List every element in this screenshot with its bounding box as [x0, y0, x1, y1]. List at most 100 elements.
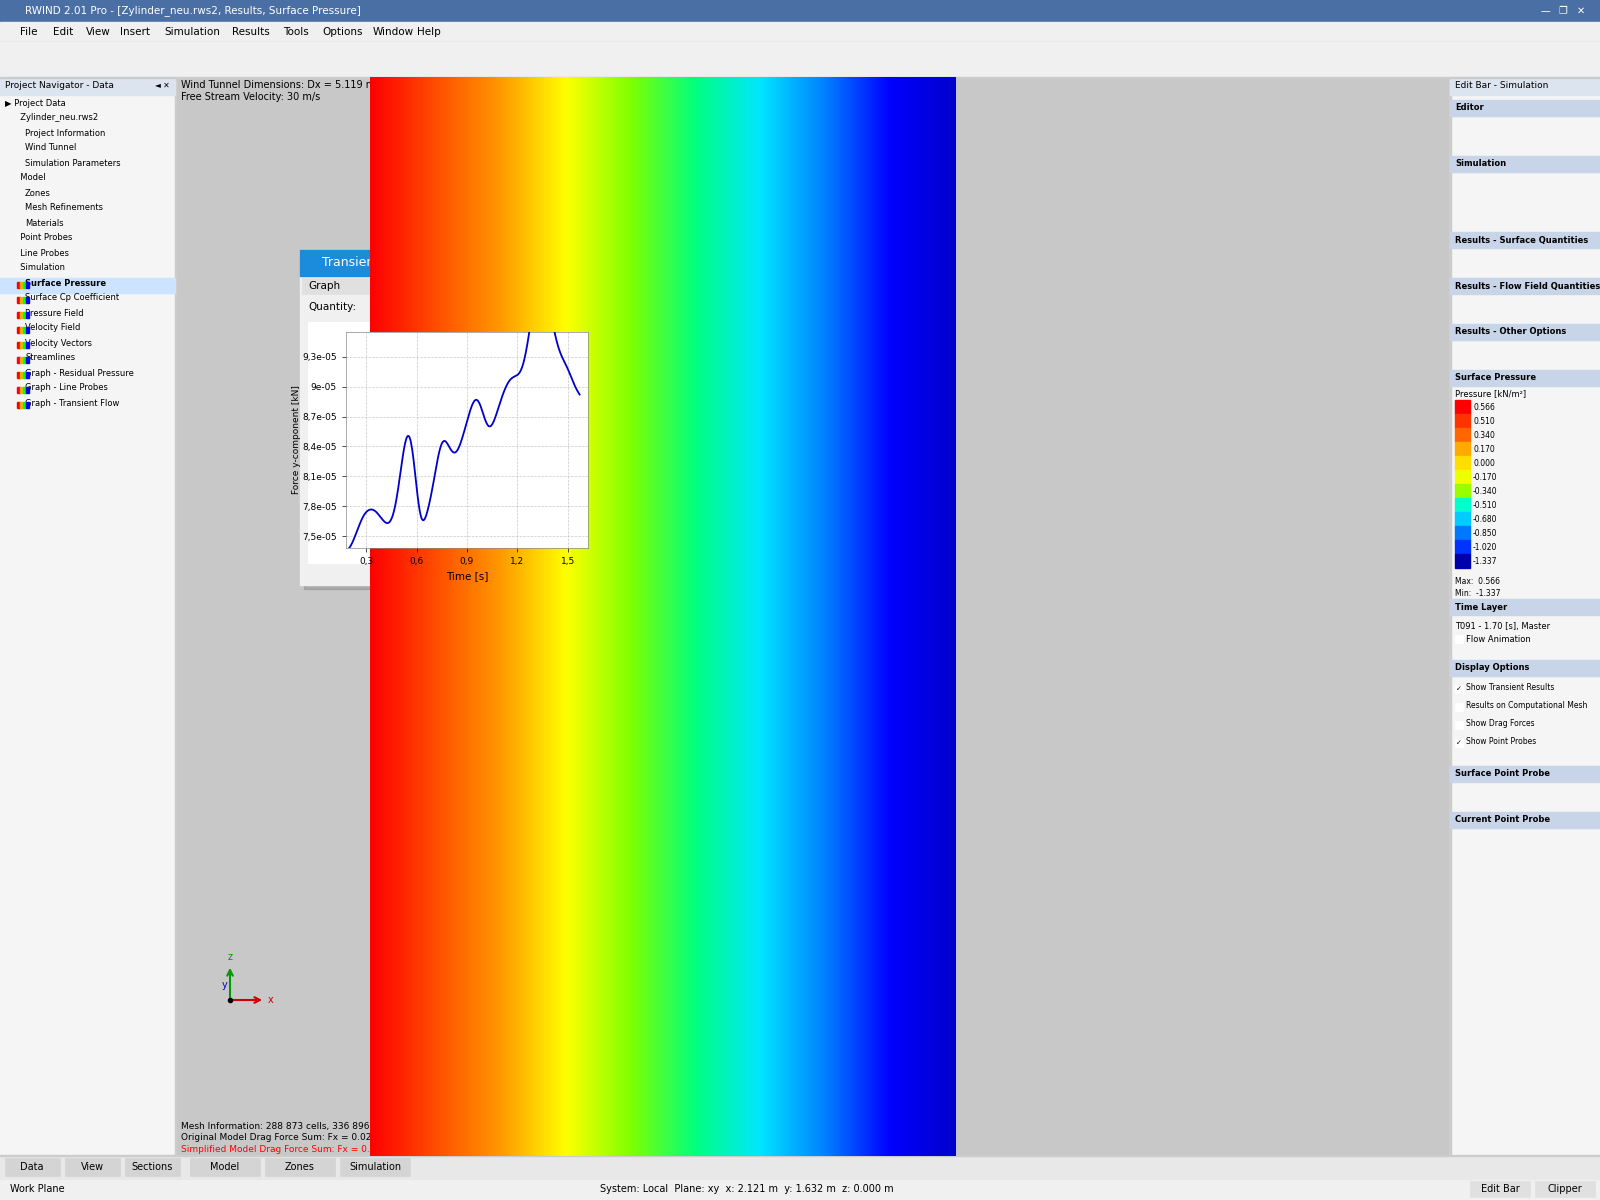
Text: Edit Bar - Simulation: Edit Bar - Simulation — [1454, 82, 1549, 90]
Bar — [5, 1158, 61, 1176]
Bar — [1450, 599, 1600, 614]
Text: Drag Forces: Drag Forces — [610, 301, 672, 311]
Bar — [1454, 703, 1462, 710]
Bar — [1450, 232, 1600, 248]
Bar — [301, 250, 800, 584]
Text: Zones: Zones — [26, 188, 51, 198]
Bar — [1450, 100, 1600, 116]
Bar — [1454, 635, 1462, 643]
Bar — [0, 77, 174, 95]
Text: Graph Type: Graph Type — [611, 281, 670, 290]
Text: Free Stream Velocity: 30 m/s: Free Stream Velocity: 30 m/s — [181, 92, 320, 102]
Text: -1.337: -1.337 — [1474, 557, 1498, 565]
Text: Model: Model — [14, 174, 46, 182]
Text: ✕: ✕ — [786, 258, 792, 268]
Text: ▶ Project Data: ▶ Project Data — [5, 98, 66, 108]
Bar — [18, 282, 19, 288]
Bar — [18, 402, 19, 408]
Text: Legend: Legend — [758, 368, 794, 378]
Bar — [782, 256, 797, 270]
Bar — [18, 358, 19, 362]
X-axis label: Time [s]: Time [s] — [446, 571, 488, 582]
Bar — [1450, 766, 1600, 782]
Text: Insert: Insert — [120, 26, 150, 37]
Text: Graph - Transient Flow: Graph - Transient Flow — [26, 398, 120, 408]
Text: Edit: Edit — [53, 26, 74, 37]
Bar — [18, 296, 19, 302]
Text: Show Transient Results: Show Transient Results — [1466, 684, 1554, 692]
Text: Clipper: Clipper — [1547, 1184, 1582, 1194]
Bar — [675, 563, 739, 580]
Text: Window: Window — [373, 26, 414, 37]
Bar — [22, 372, 26, 378]
Bar — [22, 282, 26, 288]
Text: Graph - Residual Pressure: Graph - Residual Pressure — [26, 368, 134, 378]
Text: F1 - Modell Nr. 1 - RFEM/RSTAB M: F1 - Modell Nr. 1 - RFEM/RSTAB M — [610, 320, 736, 330]
Bar — [26, 386, 29, 392]
Bar — [19, 282, 22, 288]
Text: ∨: ∨ — [587, 301, 594, 311]
Text: Project Information: Project Information — [26, 128, 106, 138]
Bar — [1454, 739, 1462, 746]
Text: Zylinder_neu.rws2: Zylinder_neu.rws2 — [14, 114, 98, 122]
Bar — [22, 342, 26, 348]
Bar — [26, 326, 29, 332]
Bar — [1454, 526, 1470, 540]
Text: Line Probes: Line Probes — [14, 248, 69, 258]
Text: Velocity Field: Velocity Field — [26, 324, 80, 332]
Bar — [742, 280, 795, 298]
Bar — [0, 278, 174, 293]
Bar — [22, 402, 26, 408]
Bar — [18, 342, 19, 348]
Text: Editor: Editor — [1454, 103, 1483, 113]
Text: Options: Options — [322, 26, 363, 37]
Text: —: — — [1541, 6, 1550, 16]
Bar — [0, 22, 1600, 42]
Bar — [22, 296, 26, 302]
Bar — [19, 372, 22, 378]
Text: Pressure [kN/m²]: Pressure [kN/m²] — [1454, 390, 1526, 398]
Text: Surface Pressure: Surface Pressure — [1454, 373, 1536, 383]
Bar — [608, 563, 672, 580]
Text: Pressure Field: Pressure Field — [26, 308, 83, 318]
Text: -0.680: -0.680 — [1474, 515, 1498, 523]
Text: Surface Point Probe: Surface Point Probe — [1454, 769, 1550, 779]
Text: Edit Bar: Edit Bar — [1480, 1184, 1520, 1194]
Text: Results - Flow Field Quantities: Results - Flow Field Quantities — [1454, 282, 1600, 290]
Bar — [0, 1178, 1600, 1200]
Y-axis label: Force y-component [kN]: Force y-component [kN] — [291, 385, 301, 494]
Bar — [742, 482, 795, 499]
Bar — [1450, 812, 1600, 828]
Text: Simulation: Simulation — [349, 1162, 402, 1172]
Bar — [26, 402, 29, 408]
Bar — [742, 382, 795, 398]
Bar — [304, 254, 805, 589]
Text: Current Point Probe: Current Point Probe — [1454, 816, 1550, 824]
Bar — [370, 296, 592, 314]
Bar — [1454, 442, 1470, 456]
Text: Results - Surface Quantities: Results - Surface Quantities — [1454, 235, 1589, 245]
Bar — [1454, 512, 1470, 526]
Bar — [19, 312, 22, 318]
Bar — [1454, 498, 1470, 512]
Bar — [1454, 554, 1470, 568]
Text: ✓: ✓ — [1456, 686, 1462, 692]
Text: Show Point Probes: Show Point Probes — [1466, 738, 1536, 746]
Bar — [18, 372, 19, 378]
Text: Show All: Show All — [618, 566, 662, 577]
Bar — [1450, 156, 1600, 172]
Bar — [1454, 540, 1470, 554]
Bar — [190, 1158, 259, 1176]
Text: z: z — [227, 952, 232, 962]
Text: RWIND 2.01 Pro - [Zylinder_neu.rws2, Results, Surface Pressure]: RWIND 2.01 Pro - [Zylinder_neu.rws2, Res… — [26, 6, 362, 17]
Text: Tools: Tools — [283, 26, 309, 37]
Text: y: y — [222, 980, 227, 990]
Text: ❐: ❐ — [1558, 6, 1568, 16]
Bar — [26, 282, 29, 288]
Bar — [176, 77, 1450, 1156]
Text: Simulation: Simulation — [1454, 160, 1506, 168]
Text: Simulation Parameters: Simulation Parameters — [26, 158, 120, 168]
Bar — [606, 316, 731, 334]
Text: Transient Flow Results: Transient Flow Results — [322, 257, 461, 270]
Text: -0.170: -0.170 — [1474, 473, 1498, 481]
